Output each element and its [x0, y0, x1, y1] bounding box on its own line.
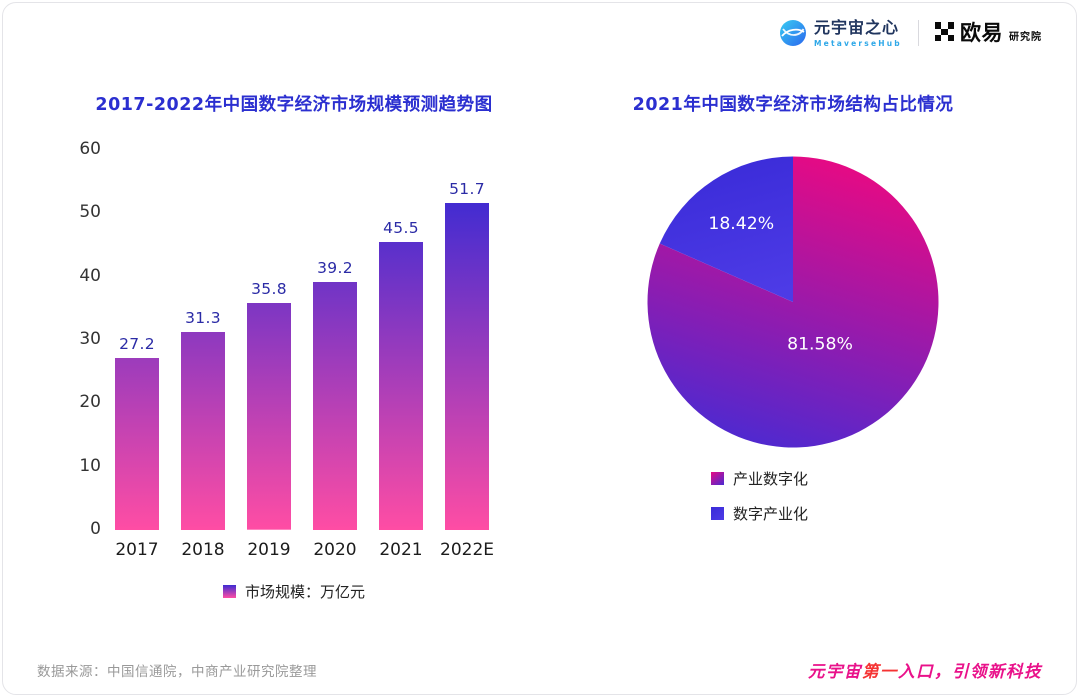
pie-legend: 产业数字化 数字产业化	[711, 468, 808, 524]
footer: 数据来源：中国信通院，中商产业研究院整理 元宇宙第一入口，引领新科技	[37, 658, 1042, 682]
pie-slice	[659, 156, 793, 302]
bar-value-label: 51.7	[449, 179, 485, 198]
bar-value-label: 45.5	[383, 218, 419, 237]
pie-slice	[647, 156, 939, 448]
brand-text: 元宇宙之心 MetaverseHub	[814, 19, 902, 48]
y-axis: 0 10 20 30 40 50 60	[63, 141, 111, 538]
bar	[247, 303, 291, 530]
bar-column: 27.2 2017	[115, 335, 159, 561]
bar	[445, 202, 489, 530]
y-tick-label: 0	[90, 519, 101, 539]
bar-column: 45.5 2021	[379, 219, 423, 561]
x-axis-label: 2021	[379, 540, 423, 560]
bars-area: 27.2 2017 31.3 2018 35.8 2019 39.2 2020 45.5 2021…	[115, 179, 494, 561]
okx-brand-subtitle: 研究院	[1009, 32, 1042, 44]
bar	[379, 241, 423, 530]
y-tick-label: 10	[79, 455, 101, 476]
metaversehub-logo-icon	[780, 20, 807, 47]
slogan: 元宇宙第一入口，引领新科技	[808, 658, 1042, 682]
bar-chart-section: 2017-2022年中国数字经济市场规模预测趋势图 0 10 20 30 40 50 60 …	[63, 91, 525, 602]
x-axis-label: 2020	[313, 540, 357, 560]
header-divider	[917, 20, 919, 47]
pie-slice-label: 18.42%	[708, 214, 774, 234]
brand-subtitle: MetaverseHub	[814, 38, 902, 48]
y-tick-label: 50	[79, 202, 101, 223]
y-tick-label: 60	[79, 139, 101, 159]
okx-brand-name: 欧易	[960, 21, 1003, 46]
pie-slice-label: 81.58%	[787, 334, 853, 354]
legend-label: 市场规模：万亿元	[244, 583, 365, 601]
legend-swatch-industry-digitalization	[711, 472, 724, 485]
okx-logo-icon	[934, 22, 954, 42]
y-tick-label: 30	[79, 329, 101, 349]
brand-okx: 欧易 研究院	[934, 21, 1042, 46]
charts-row: 2017-2022年中国数字经济市场规模预测趋势图 0 10 20 30 40 50 60 …	[3, 91, 1076, 602]
legend-label: 数字产业化	[733, 505, 809, 523]
bar-value-label: 27.2	[119, 334, 155, 353]
legend-item: 数字产业化	[711, 503, 808, 524]
slogan-highlight: 第一	[862, 662, 898, 681]
bar-column: 35.8 2019	[247, 280, 291, 561]
bar-column: 51.7 2022E	[440, 179, 494, 561]
bar	[115, 357, 159, 530]
bar-value-label: 39.2	[317, 258, 353, 277]
bar-chart-legend: 市场规模：万亿元	[63, 581, 525, 602]
slogan-pre: 元宇宙	[808, 662, 862, 681]
legend-label: 产业数字化	[733, 470, 809, 488]
bar	[313, 281, 357, 530]
x-axis-label: 2019	[247, 540, 291, 560]
x-axis-label: 2022E	[440, 540, 495, 560]
y-tick-label: 20	[79, 392, 101, 413]
bar-plot-area: 0 10 20 30 40 50 60 27.2 2017 31.3 2018 35.8 2019 39…	[63, 141, 525, 561]
x-axis-label: 2017	[115, 540, 159, 560]
bar-chart-title: 2017-2022年中国数字经济市场规模预测趋势图	[95, 95, 493, 115]
slogan-post: 入口，引领新科技	[898, 662, 1042, 681]
brand-name: 元宇宙之心	[814, 18, 900, 37]
legend-swatch-gradient	[222, 585, 236, 598]
y-tick-label: 40	[79, 265, 101, 286]
legend-swatch-digital-industrialization	[711, 507, 724, 520]
bar-column: 31.3 2018	[181, 309, 225, 561]
pie-chart-section: 2021年中国数字经济市场结构占比情况 81.58% 18.42% 产业数字化	[603, 91, 983, 602]
bar-value-label: 31.3	[185, 308, 221, 327]
legend-item: 产业数字化	[711, 468, 808, 489]
brand-metaversehub: 元宇宙之心 MetaverseHub	[779, 19, 902, 48]
data-source-text: 数据来源：中国信通院，中商产业研究院整理	[37, 664, 317, 680]
bar-column: 39.2 2020	[313, 259, 357, 561]
header: 元宇宙之心 MetaverseHub 欧易 研究院	[779, 19, 1042, 48]
bar	[181, 331, 225, 530]
pie-chart: 81.58% 18.42%	[647, 156, 939, 448]
pie-chart-title: 2021年中国数字经济市场结构占比情况	[632, 95, 954, 115]
bar-value-label: 35.8	[251, 280, 287, 299]
x-axis-label: 2018	[181, 540, 225, 560]
